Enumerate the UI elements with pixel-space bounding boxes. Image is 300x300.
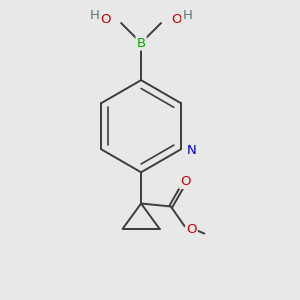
Text: O: O [172, 13, 182, 26]
Text: O: O [180, 175, 190, 188]
Text: O: O [100, 13, 111, 26]
Text: O: O [186, 223, 197, 236]
Text: H: H [182, 9, 192, 22]
Text: H: H [90, 9, 100, 22]
Text: N: N [186, 144, 196, 157]
Text: B: B [136, 37, 146, 50]
